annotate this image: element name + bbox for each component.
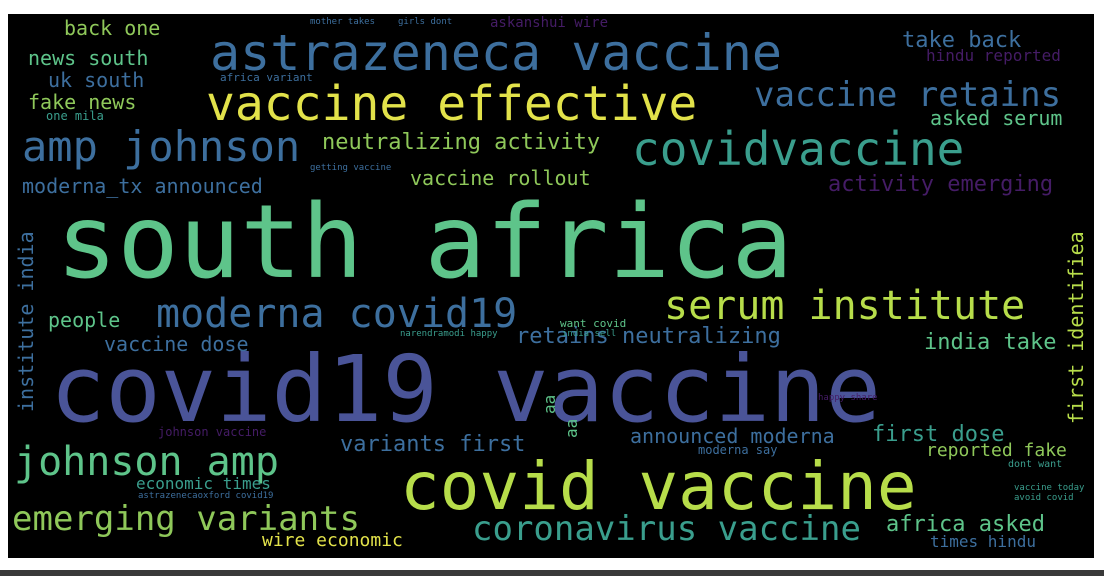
word-mother-takes: mother takes (310, 17, 376, 27)
word-moderna-tx-announced: moderna_tx announced (22, 174, 263, 198)
word-happy-share: happy share (818, 393, 878, 403)
word-getting-vaccine: getting vaccine (310, 163, 392, 173)
word-covid-vaccine: covid vaccine (400, 448, 917, 525)
word-vaccine-dose: vaccine dose (104, 332, 249, 356)
word-aa-2: aa (562, 418, 581, 438)
word-africa-variant: africa variant (220, 71, 313, 84)
word-johnson-vaccine: johnson vaccine (158, 425, 267, 439)
word-vaccine-rollout: vaccine rollout (410, 166, 591, 190)
window-bottom-bar (0, 570, 1104, 576)
word-vaccine-effective: vaccine effective (206, 76, 698, 132)
word-economic-times: economic times (136, 474, 271, 493)
word-first-identifiea: first identifiea (1064, 231, 1088, 424)
word-fake-news: fake news (28, 90, 137, 114)
word-coronavirus-vaccine: coronavirus vaccine (472, 509, 861, 549)
word-moderna-say: moderna say (698, 443, 778, 457)
word-vaccine-retains: vaccine retains (754, 75, 1062, 115)
word-reported-fake: reported fake (926, 440, 1067, 461)
word-activity-emerging: activity emerging (828, 172, 1054, 197)
word-take-back: take back (902, 28, 1022, 53)
word-south-africa: south africa (56, 183, 793, 302)
word-girls-dont: girls dont (398, 17, 453, 27)
word-askanshui-wire: askanshui wire (490, 15, 609, 31)
word-times-hindu: times hindu (930, 532, 1036, 551)
word-serum-institute: serum institute (664, 283, 1026, 329)
word-moderna-covid19: moderna covid19 (156, 291, 518, 337)
word-covid19-vaccine: covid19 vaccine (50, 336, 881, 443)
word-retains-neutralizing: retains neutralizing (516, 324, 781, 349)
word-one-mila: one mila (46, 109, 104, 123)
word-announced-moderna: announced moderna (630, 424, 835, 448)
word-cloud: south africa covid19 vaccine covid vacci… (8, 14, 1094, 558)
word-africa-asked: africa asked (886, 512, 1045, 537)
word-vaccine-today: vaccine today (1014, 483, 1085, 493)
word-wire-economic: wire economic (262, 530, 403, 551)
word-covidvaccine: covidvaccine (632, 122, 965, 176)
word-institute-india: institute india (14, 231, 38, 412)
word-neutralizing-activity: neutralizing activity (322, 130, 601, 155)
word-variants-first: variants first (340, 432, 526, 457)
word-want-covid: want covid (560, 317, 627, 330)
word-hindu-reported: hindu reported (926, 46, 1061, 65)
word-emerging-variants: emerging variants (12, 499, 360, 539)
word-news-south: news south (28, 46, 149, 70)
word-aa-1: aa (540, 394, 559, 414)
word-astrazenecaoxford-covid19: astrazenecaoxford covid19 (138, 491, 274, 501)
word-back-one: back one (64, 16, 161, 40)
word-india-sell: india sell (562, 329, 617, 339)
word-first-dose: first dose (872, 422, 1005, 447)
word-asked-serum: asked serum (930, 106, 1063, 130)
word-astrazeneca-vaccine: astrazeneca vaccine (210, 24, 782, 82)
word-johnson-amp: johnson amp (14, 439, 279, 485)
word-uk-south: uk south (48, 68, 145, 92)
word-india-take: india take (924, 330, 1057, 355)
word-people: people (48, 308, 121, 332)
word-avoid-covid: avoid covid (1014, 493, 1074, 503)
word-amp-johnson: amp johnson (22, 122, 301, 171)
word-dont-want: dont want (1008, 459, 1063, 470)
word-narendramodi-happy: narendramodi happy (400, 329, 498, 339)
